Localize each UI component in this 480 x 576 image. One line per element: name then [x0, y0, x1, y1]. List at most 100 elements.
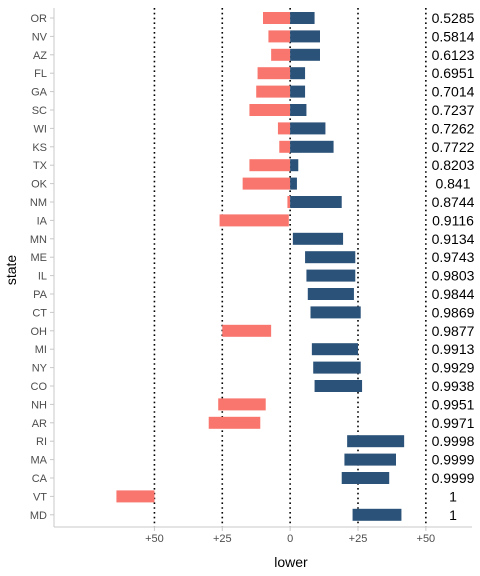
bar-positive [290, 104, 307, 116]
value-labels: 0.5285 0.5814 0.6123 0.6951 0.7014 0.7237 0.72… [432, 10, 475, 523]
x-axis-title: lower [274, 554, 308, 570]
y-tick-label: PA [33, 289, 48, 301]
bar-negative [249, 104, 291, 116]
y-tick-label: SC [32, 105, 47, 117]
y-tick-label: OK [31, 179, 48, 191]
x-tick-label: +50 [145, 533, 164, 545]
bar-positive [313, 361, 361, 374]
y-tick-label: ME [31, 252, 48, 264]
value-label: 0.9877 [432, 323, 475, 339]
bar-negative [256, 85, 291, 98]
x-axis: +50 +25 0 +25 +50 [54, 526, 472, 545]
value-label: 0.7237 [432, 102, 475, 118]
value-label: 0.6951 [432, 65, 475, 81]
value-label: 0.9844 [432, 286, 475, 302]
bar-negative [277, 122, 291, 135]
bar-positive [314, 380, 363, 392]
bar-negative [218, 398, 266, 411]
y-tick-label: MN [30, 234, 47, 246]
x-tick-label: 0 [287, 533, 293, 545]
y-tick-label: GA [31, 87, 48, 99]
y-tick-label: NY [32, 363, 48, 375]
y-tick-label: KS [32, 142, 47, 154]
y-tick-label: MI [35, 344, 47, 356]
bar-positive [341, 472, 390, 484]
bar-positive [290, 85, 306, 98]
bar-positive [290, 67, 306, 80]
bar-positive [292, 232, 344, 245]
bar-negative [279, 140, 291, 153]
value-label: 0.9938 [432, 378, 475, 394]
value-label: 0.9999 [432, 452, 475, 468]
value-label: 1 [449, 507, 457, 523]
bar-positive [290, 48, 320, 61]
y-tick-label: CO [31, 381, 48, 393]
bar-positive [290, 30, 320, 43]
y-tick-label: AZ [33, 50, 47, 62]
value-label: 0.7262 [432, 120, 475, 136]
y-axis: OR NV AZ FL GA SC WI KS TX OK NM IA MN ME IL PA CT OH MI NY… [30, 8, 55, 527]
bar-negative [249, 159, 291, 172]
bar-negative [257, 67, 291, 80]
value-label: 0.8744 [432, 194, 475, 210]
value-label: 0.9951 [432, 396, 475, 412]
bar-positive [290, 159, 299, 172]
y-tick-label: AR [32, 418, 47, 430]
y-tick-label: VT [33, 491, 47, 503]
bar-negative [242, 177, 291, 190]
x-tick-label: +50 [417, 533, 436, 545]
y-tick-label: NM [30, 197, 47, 209]
value-label: 1 [449, 488, 457, 504]
value-label: 0.9803 [432, 268, 475, 284]
bar-negative [268, 30, 291, 43]
y-tick-label: NH [31, 399, 47, 411]
y-tick-label: CT [32, 307, 47, 319]
x-tick-label: +25 [213, 533, 232, 545]
y-tick-label: CA [32, 473, 48, 485]
value-label: 0.841 [435, 176, 470, 192]
value-label: 0.9134 [432, 231, 475, 247]
value-label: 0.5285 [432, 10, 475, 26]
y-tick-label: OH [31, 326, 48, 338]
bar-negative [287, 196, 291, 208]
bar-positive [311, 343, 358, 356]
value-label: 0.9998 [432, 433, 475, 449]
y-tick-label: WI [34, 123, 47, 135]
bar-positive [290, 122, 326, 135]
bar-positive [290, 177, 297, 190]
value-label: 0.6123 [432, 47, 475, 63]
bar-negative [263, 12, 291, 24]
y-tick-label: IL [38, 271, 47, 283]
value-label: 0.9116 [432, 212, 474, 228]
bar-negative [222, 324, 272, 337]
value-label: 0.9743 [432, 249, 475, 265]
bar-negative [219, 214, 289, 227]
x-tick-label: +25 [349, 533, 368, 545]
bar-positive [290, 196, 342, 208]
value-label: 0.8203 [432, 157, 475, 173]
value-label: 0.9913 [432, 341, 475, 357]
y-tick-label: MA [31, 455, 48, 467]
value-label: 0.9971 [432, 415, 475, 431]
value-label: 0.9869 [432, 304, 475, 320]
bar-negative [116, 490, 155, 503]
y-axis-title: state [3, 255, 19, 286]
bars [116, 12, 405, 521]
bar-negative [208, 416, 261, 429]
bar-positive [310, 306, 361, 319]
value-label: 0.9999 [432, 470, 475, 486]
value-label: 0.9929 [432, 360, 475, 376]
bar-positive [307, 288, 354, 300]
bar-positive [306, 269, 356, 282]
y-tick-label: FL [34, 68, 47, 80]
value-label: 0.5814 [432, 28, 475, 44]
y-tick-label: TX [33, 160, 48, 172]
bar-positive [290, 140, 334, 153]
bar-negative [271, 48, 291, 61]
bar-positive [347, 435, 405, 448]
bar-positive [305, 251, 356, 264]
y-tick-label: NV [32, 31, 48, 43]
y-tick-label: RI [36, 436, 47, 448]
y-tick-label: MD [30, 510, 47, 522]
